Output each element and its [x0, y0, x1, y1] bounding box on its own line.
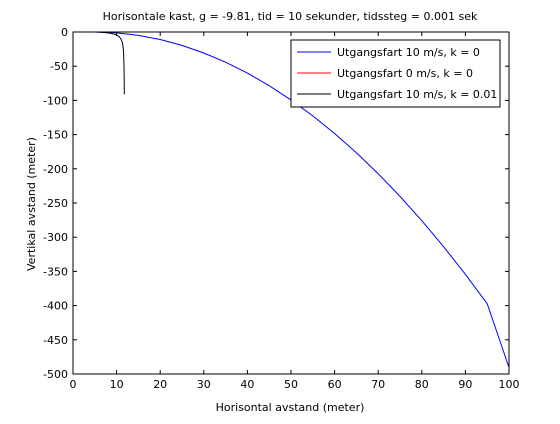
y-tick-label: 0: [61, 26, 68, 39]
y-tick-label: -500: [43, 368, 68, 381]
y-tick-label: -300: [43, 231, 68, 244]
y-axis-label: Vertikal avstand (meter): [25, 137, 38, 271]
x-tick-label: 70: [371, 378, 385, 391]
x-tick-label: 0: [70, 378, 77, 391]
y-tick-label: -150: [43, 129, 68, 142]
x-tick-label: 60: [328, 378, 342, 391]
chart-title: Horisontale kast, g = -9.81, tid = 10 se…: [103, 10, 478, 23]
legend-label-2: Utgangsfart 10 m/s, k = 0.01: [337, 88, 497, 101]
y-tick-label: -50: [50, 60, 68, 73]
legend-label-0: Utgangsfart 10 m/s, k = 0: [337, 46, 480, 59]
x-tick-label: 50: [284, 378, 298, 391]
y-tick-label: -350: [43, 265, 68, 278]
x-tick-label: 100: [499, 378, 520, 391]
x-tick-label: 20: [153, 378, 167, 391]
series-layer: [94, 31, 510, 368]
x-tick-label: 30: [197, 378, 211, 391]
y-tick-label: -250: [43, 197, 68, 210]
legend: Utgangsfart 10 m/s, k = 0 Utgangsfart 0 m…: [290, 39, 501, 108]
x-axis-label: Horisontal avstand (meter): [216, 401, 365, 414]
x-tick-label: 80: [415, 378, 429, 391]
x-tick-label: 10: [110, 378, 124, 391]
legend-label-1: Utgangsfart 0 m/s, k = 0: [337, 67, 473, 80]
y-tick-label: -200: [43, 163, 68, 176]
y-tick-label: -100: [43, 94, 68, 107]
ticks-layer: 0 10 20 30 40 50 60 70 80 90 100 0 -50 -100 -150 -200 -2…: [43, 26, 519, 391]
x-tick-label: 40: [240, 378, 254, 391]
x-tick-label: 90: [458, 378, 472, 391]
y-tick-label: -450: [43, 334, 68, 347]
series-line-0: [94, 31, 510, 368]
y-tick-label: -400: [43, 300, 68, 313]
series-line-2: [94, 31, 125, 95]
